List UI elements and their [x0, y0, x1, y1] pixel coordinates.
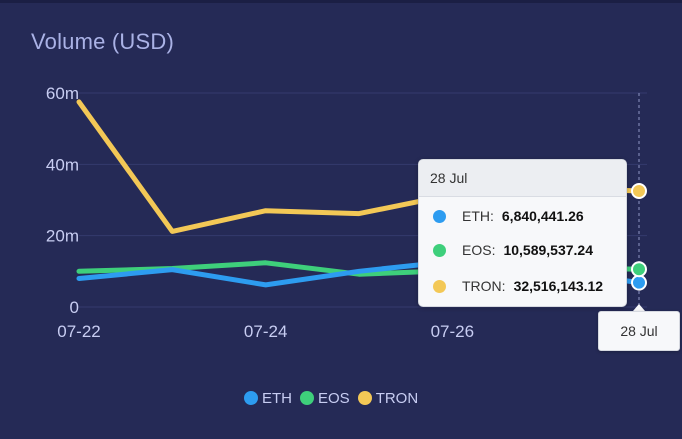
- crosshair-label-arrow: [633, 304, 645, 311]
- legend-eth-label: ETH: [262, 389, 292, 407]
- y-tick-label: 60m: [46, 84, 79, 103]
- y-tick-label: 20m: [46, 227, 79, 246]
- legend-eos-label: EOS: [318, 389, 350, 407]
- chart-legend: ETH EOS TRON: [244, 389, 426, 407]
- tooltip-eth-label: ETH:: [462, 208, 494, 224]
- tooltip-row-tron: TRON: 32,516,143.12: [433, 276, 603, 296]
- legend-item-eth[interactable]: ETH: [244, 390, 292, 407]
- chart-tooltip: 28 Jul ETH: 6,840,441.26 EOS: 10,589,537…: [418, 159, 627, 307]
- tooltip-eth-value: 6,840,441.26: [501, 208, 584, 224]
- hover-marker-tron: [631, 183, 647, 200]
- legend-tron-label: TRON: [375, 389, 419, 407]
- x-tick-label: 07-24: [244, 322, 287, 341]
- top-border: [0, 0, 682, 3]
- tooltip-eos-value: 10,589,537.24: [503, 242, 593, 258]
- tooltip-eos-dot: [433, 243, 446, 257]
- x-tick-label: 07-26: [431, 322, 474, 341]
- y-tick-label: 0: [70, 298, 79, 317]
- legend-item-tron[interactable]: TRON: [357, 389, 419, 407]
- hover-marker-eos: [631, 261, 647, 278]
- hover-markers: [631, 183, 647, 291]
- x-tick-label: 07-22: [57, 322, 100, 341]
- tooltip-eth-dot: [433, 209, 446, 223]
- hover-marker-eth: [631, 274, 647, 291]
- tooltip-tron-label: TRON:: [462, 278, 506, 294]
- legend-tron-dot: [357, 391, 372, 405]
- crosshair-x-label: 28 Jul: [598, 311, 680, 351]
- chart-title: Volume (USD): [31, 29, 174, 54]
- y-axis-ticks: 0 20m 40m 60m: [46, 84, 79, 317]
- tooltip-tron-value: 32,516,143.12: [513, 278, 604, 294]
- y-tick-label: 40m: [46, 155, 79, 174]
- legend-eos-dot: [300, 391, 314, 405]
- tooltip-eos-label: EOS:: [462, 242, 496, 258]
- tooltip-row-eth: ETH: 6,840,441.26: [433, 206, 584, 226]
- tooltip-date: 28 Jul: [419, 160, 626, 197]
- tooltip-row-eos: EOS: 10,589,537.24: [433, 240, 593, 260]
- tooltip-tron-dot: [433, 279, 446, 293]
- legend-eth-dot: [244, 391, 258, 405]
- legend-item-eos[interactable]: EOS: [300, 390, 350, 407]
